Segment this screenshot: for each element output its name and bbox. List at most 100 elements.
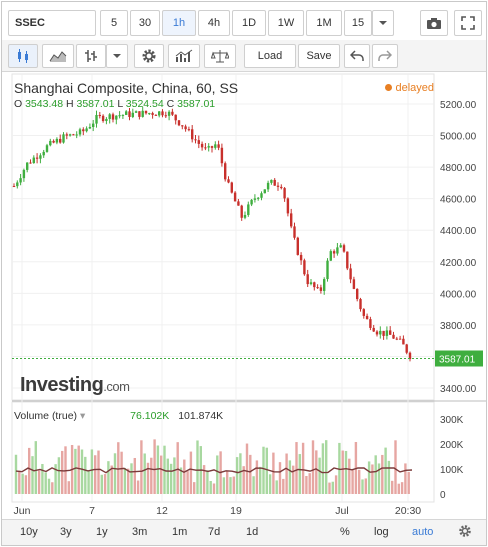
volume-bar (67, 481, 70, 494)
volume-bar (222, 477, 226, 494)
volume-bar (252, 476, 255, 494)
candles-button[interactable] (8, 44, 38, 68)
volume-bar (28, 447, 31, 494)
volume-bar (226, 471, 229, 494)
undo-button[interactable] (344, 44, 370, 68)
chart-type-dropdown[interactable] (106, 44, 128, 68)
volume-bar (41, 463, 44, 494)
candle-body (352, 279, 356, 289)
candle-body (220, 147, 224, 164)
interval-dropdown[interactable] (372, 10, 394, 36)
range-3m[interactable]: 3m (132, 526, 148, 538)
compare-button[interactable] (204, 44, 236, 68)
ohlc-legend: O 3543.48 H 3587.01 L 3524.54 C 3587.01 (14, 98, 215, 110)
volume-bar (123, 467, 127, 494)
percent-toggle[interactable]: % (340, 526, 350, 538)
volume-bar (275, 480, 278, 494)
candle-body (187, 129, 191, 131)
volume-bar (308, 473, 311, 494)
volume-bar (249, 454, 252, 494)
candle-body (131, 112, 134, 117)
price-chart[interactable]: 5200.00 5000.00 4800.00 4600.00 4400.00 4200.… (2, 72, 486, 542)
line-chart-button[interactable] (42, 44, 74, 68)
scale-settings-button[interactable] (458, 524, 472, 541)
candle-body (402, 338, 405, 345)
candle-body (42, 151, 45, 156)
range-1y[interactable]: 1y (96, 526, 108, 538)
volume-bar (245, 443, 249, 494)
volume-bar (113, 453, 117, 494)
interval-1d[interactable]: 1D (232, 10, 266, 36)
load-button[interactable]: Load (244, 44, 296, 68)
volume-bar (232, 476, 235, 494)
range-1m[interactable]: 1m (172, 526, 188, 538)
symbol-input[interactable]: SSEC (8, 10, 96, 36)
open-label: O (14, 98, 23, 110)
fullscreen-button[interactable] (454, 10, 482, 36)
candle-body (290, 213, 293, 227)
candle-body (62, 134, 65, 143)
gear-icon (142, 49, 156, 63)
indicators-button[interactable] (168, 44, 200, 68)
range-1d[interactable]: 1d (246, 526, 259, 538)
interval-30[interactable]: 30 (130, 10, 160, 36)
candle-body (233, 192, 237, 202)
candle-body (342, 245, 346, 252)
interval-1h[interactable]: 1h (162, 10, 196, 36)
settings-button[interactable] (134, 44, 164, 68)
volume-bar (407, 471, 410, 494)
volume-bar (325, 440, 328, 494)
interval-5[interactable]: 5 (100, 10, 128, 36)
candle-body (309, 282, 313, 285)
candle-body (98, 114, 101, 116)
candle-body (167, 111, 171, 116)
log-toggle[interactable]: log (374, 526, 389, 538)
auto-toggle[interactable]: auto (412, 526, 434, 538)
save-button[interactable]: Save (298, 44, 340, 68)
redo-button[interactable] (372, 44, 398, 68)
interval-4h[interactable]: 4h (198, 10, 230, 36)
interval-1m[interactable]: 1M (306, 10, 342, 36)
snapshot-button[interactable] (420, 10, 448, 36)
candle-body (362, 309, 365, 316)
bars-button[interactable] (76, 44, 106, 68)
volume-bar (18, 470, 21, 494)
candle-body (118, 115, 121, 117)
interval-15[interactable]: 15 (344, 10, 372, 36)
status-dot-icon (385, 84, 393, 91)
volume-bar (120, 451, 123, 494)
range-7d[interactable]: 7d (208, 526, 221, 538)
candle-body (184, 126, 187, 130)
candle-body (26, 162, 29, 170)
volume-tick-label: 200K (440, 440, 464, 451)
range-10y[interactable]: 10y (20, 526, 38, 538)
time-tick-label: Jun (14, 505, 31, 517)
candle-body (273, 179, 276, 186)
candle-body (296, 237, 299, 255)
time-tick-label: 12 (156, 505, 168, 517)
volume-bar (216, 455, 219, 494)
volume-bar (361, 479, 364, 494)
volume-bar (143, 453, 146, 494)
volume-bar (37, 470, 41, 494)
candle-body (313, 282, 316, 288)
candle-body (243, 214, 247, 218)
range-3y[interactable]: 3y (60, 526, 72, 538)
candle-body (230, 182, 233, 193)
candle-body (303, 260, 306, 275)
volume-bar (107, 461, 110, 494)
time-tick-label: 20:30 (395, 505, 421, 517)
candle-body (280, 186, 283, 189)
volume-bar (21, 473, 24, 494)
volume-bar (259, 466, 262, 494)
volume-bar (31, 456, 34, 494)
candle-body (359, 299, 362, 310)
candle-body (319, 287, 323, 291)
volume-bar (110, 465, 113, 494)
interval-1w[interactable]: 1W (268, 10, 304, 36)
delayed-badge: delayed (385, 82, 434, 94)
volume-bar (150, 457, 153, 494)
volume-bar (54, 464, 57, 494)
candle-body (326, 260, 329, 280)
candle-body (151, 113, 154, 115)
